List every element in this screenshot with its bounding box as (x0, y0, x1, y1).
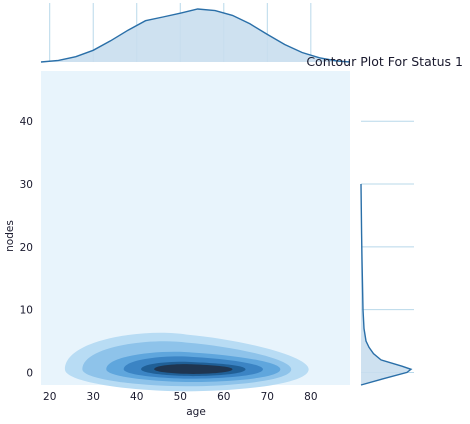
chart-title: Contour Plot For Status 1 (306, 54, 463, 69)
main-plot-area: 20 30 40 50 60 70 80 0 10 20 30 40 (20, 71, 350, 403)
x-tick-label: 20 (43, 391, 56, 403)
y-tick-label: 40 (20, 116, 33, 128)
x-axis-label: age (186, 406, 206, 418)
y-tick-label: 0 (26, 367, 33, 379)
y-tick-label: 10 (20, 305, 33, 317)
x-marginal-area (41, 9, 350, 62)
x-marginal-kde (40, 3, 351, 63)
y-tick-label: 30 (20, 179, 33, 191)
x-tick-label: 70 (261, 391, 274, 403)
y-marginal-line (360, 183, 413, 386)
x-marginal-line (40, 8, 351, 63)
y-axis-ticks: 0 10 20 30 40 (20, 116, 33, 379)
x-tick-label: 50 (174, 391, 187, 403)
x-axis-ticks: 20 30 40 50 60 70 80 (43, 391, 318, 403)
y-tick-label: 20 (20, 242, 33, 254)
y-axis-label: nodes (4, 220, 16, 252)
y-marginal-kde (360, 120, 414, 386)
plot-background (41, 71, 350, 385)
x-tick-label: 60 (217, 391, 230, 403)
y-marginal-area (361, 184, 411, 385)
contour-level-6 (154, 364, 233, 374)
x-tick-label: 30 (87, 391, 100, 403)
x-tick-label: 80 (304, 391, 317, 403)
contour-levels (64, 332, 309, 392)
x-tick-label: 40 (130, 391, 143, 403)
